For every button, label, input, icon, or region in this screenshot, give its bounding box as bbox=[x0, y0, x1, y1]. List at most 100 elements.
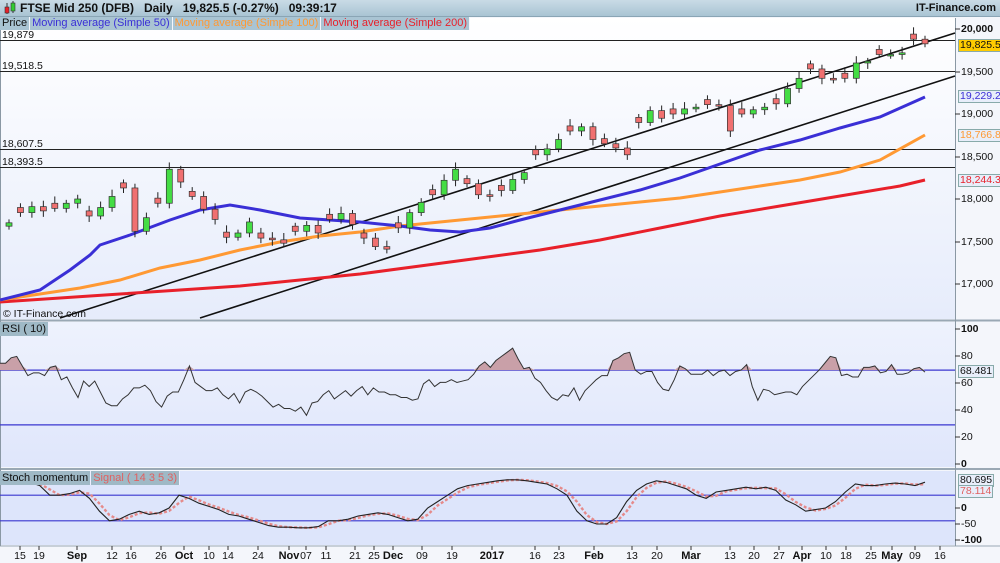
candle bbox=[406, 212, 414, 229]
rsi-line bbox=[0, 347, 926, 417]
price-badge: 18,244.3 bbox=[958, 174, 1000, 187]
stoch-signal-label[interactable]: Signal ( 14 3 5 3) bbox=[91, 471, 180, 485]
x-axis-tick: 14 bbox=[222, 550, 234, 562]
stoch-legend: Stoch momentum Signal ( 14 3 5 3) bbox=[0, 471, 180, 485]
price-axis-tick: 19,000 bbox=[961, 108, 994, 120]
price-badge: 18,766.8 bbox=[958, 129, 1000, 142]
candle bbox=[784, 88, 791, 105]
x-axis-tick: Apr bbox=[792, 550, 812, 562]
title-bar: FTSE Mid 250 (DFB) Daily 19,825.5 (-0.27… bbox=[0, 0, 1000, 17]
ma50-line bbox=[0, 95, 926, 302]
candle bbox=[623, 147, 631, 156]
candle bbox=[738, 108, 746, 115]
candle bbox=[5, 222, 13, 227]
candle bbox=[601, 138, 608, 145]
rsi-axis-tick: 0 bbox=[961, 458, 967, 470]
x-axis-tick: 24 bbox=[252, 550, 264, 562]
brand-label: IT-Finance.com bbox=[915, 2, 996, 14]
rsi-axis-tick: 20 bbox=[961, 431, 973, 443]
candle bbox=[658, 110, 666, 119]
candle bbox=[543, 148, 551, 156]
rsi-plot bbox=[0, 347, 955, 426]
x-axis-tick: Feb bbox=[584, 550, 604, 562]
candle bbox=[726, 105, 734, 132]
candle bbox=[74, 198, 82, 204]
candle bbox=[635, 117, 643, 123]
candle bbox=[612, 143, 620, 149]
candle bbox=[211, 208, 219, 220]
candle bbox=[51, 202, 59, 209]
x-axis-tick: 16 bbox=[529, 550, 541, 562]
candle bbox=[681, 108, 688, 115]
candle bbox=[85, 210, 93, 217]
x-axis-tick: 09 bbox=[416, 550, 428, 562]
x-axis-tick: 27 bbox=[773, 550, 785, 562]
price-axis-tick: 18,000 bbox=[961, 193, 994, 205]
x-axis-tick: 20 bbox=[748, 550, 760, 562]
candle bbox=[669, 108, 677, 115]
x-axis-tick: 12 bbox=[106, 550, 118, 562]
candle bbox=[291, 225, 299, 232]
candle bbox=[188, 191, 196, 197]
level-label: 19,879 bbox=[2, 29, 35, 41]
stoch-axis-tick: -100 bbox=[961, 534, 983, 546]
x-axis-tick: 18 bbox=[840, 550, 852, 562]
rsi-axis-tick: 40 bbox=[961, 404, 973, 416]
rsi-value-badge: 68.481 bbox=[958, 365, 995, 378]
candle bbox=[372, 237, 379, 247]
x-axis-tick: Mar bbox=[681, 550, 701, 562]
level-label: 19,518.5 bbox=[2, 60, 43, 72]
stoch-axis-tick: -50 bbox=[961, 518, 977, 530]
stoch-plot bbox=[0, 478, 955, 530]
candle bbox=[910, 33, 917, 40]
x-axis-tick: 09 bbox=[909, 550, 921, 562]
x-axis-tick: 10 bbox=[203, 550, 215, 562]
candle bbox=[280, 239, 288, 244]
legend-ma100[interactable]: Moving average (Simple 100) bbox=[172, 17, 322, 30]
candle bbox=[830, 77, 837, 81]
rsi-label[interactable]: RSI ( 10) bbox=[0, 322, 50, 336]
candle bbox=[429, 189, 436, 196]
x-axis-tick: 19 bbox=[446, 550, 458, 562]
candle bbox=[486, 194, 494, 197]
legend-ma200[interactable]: Moving average (Simple 200) bbox=[321, 17, 471, 30]
x-axis-tick: 11 bbox=[320, 550, 332, 562]
candle bbox=[120, 182, 127, 189]
candle bbox=[852, 62, 860, 79]
x-axis-tick: 10 bbox=[820, 550, 832, 562]
ma200-line bbox=[0, 178, 926, 304]
legend-price[interactable]: Price bbox=[0, 17, 31, 30]
candle bbox=[475, 183, 482, 196]
price-axis-tick: 19,500 bbox=[961, 66, 994, 78]
candle bbox=[440, 179, 448, 196]
candle bbox=[17, 207, 24, 213]
copyright-label: © IT-Finance.com bbox=[3, 308, 87, 320]
price-axis-tick: 20,000 bbox=[961, 23, 994, 35]
candle bbox=[326, 213, 333, 220]
rsi-axis-tick: 100 bbox=[961, 323, 979, 335]
candle bbox=[692, 106, 700, 110]
x-axis-tick: 20 bbox=[651, 550, 663, 562]
candle bbox=[97, 207, 104, 217]
legend-ma50[interactable]: Moving average (Simple 50) bbox=[30, 17, 173, 30]
price-axis-tick: 17,500 bbox=[961, 236, 994, 248]
rsi-axis-tick: 80 bbox=[961, 350, 973, 362]
candlestick-icon bbox=[4, 1, 16, 14]
x-axis-tick: 16 bbox=[934, 550, 946, 562]
candle bbox=[578, 126, 585, 132]
x-axis-tick: 16 bbox=[125, 550, 137, 562]
candle bbox=[509, 179, 517, 191]
chart-title: FTSE Mid 250 (DFB) Daily 19,825.5 (-0.27… bbox=[20, 1, 337, 15]
candle bbox=[887, 54, 895, 57]
candle bbox=[349, 213, 356, 225]
stoch-label[interactable]: Stoch momentum bbox=[0, 471, 92, 485]
candle bbox=[394, 222, 402, 229]
candle bbox=[223, 231, 230, 238]
stoch-line bbox=[0, 479, 926, 529]
stoch-axis-tick: 0 bbox=[961, 502, 967, 514]
candle bbox=[452, 168, 459, 181]
candle bbox=[566, 125, 574, 132]
price-legend: Price Moving average (Simple 50) Moving … bbox=[0, 17, 471, 30]
candle bbox=[520, 172, 528, 180]
